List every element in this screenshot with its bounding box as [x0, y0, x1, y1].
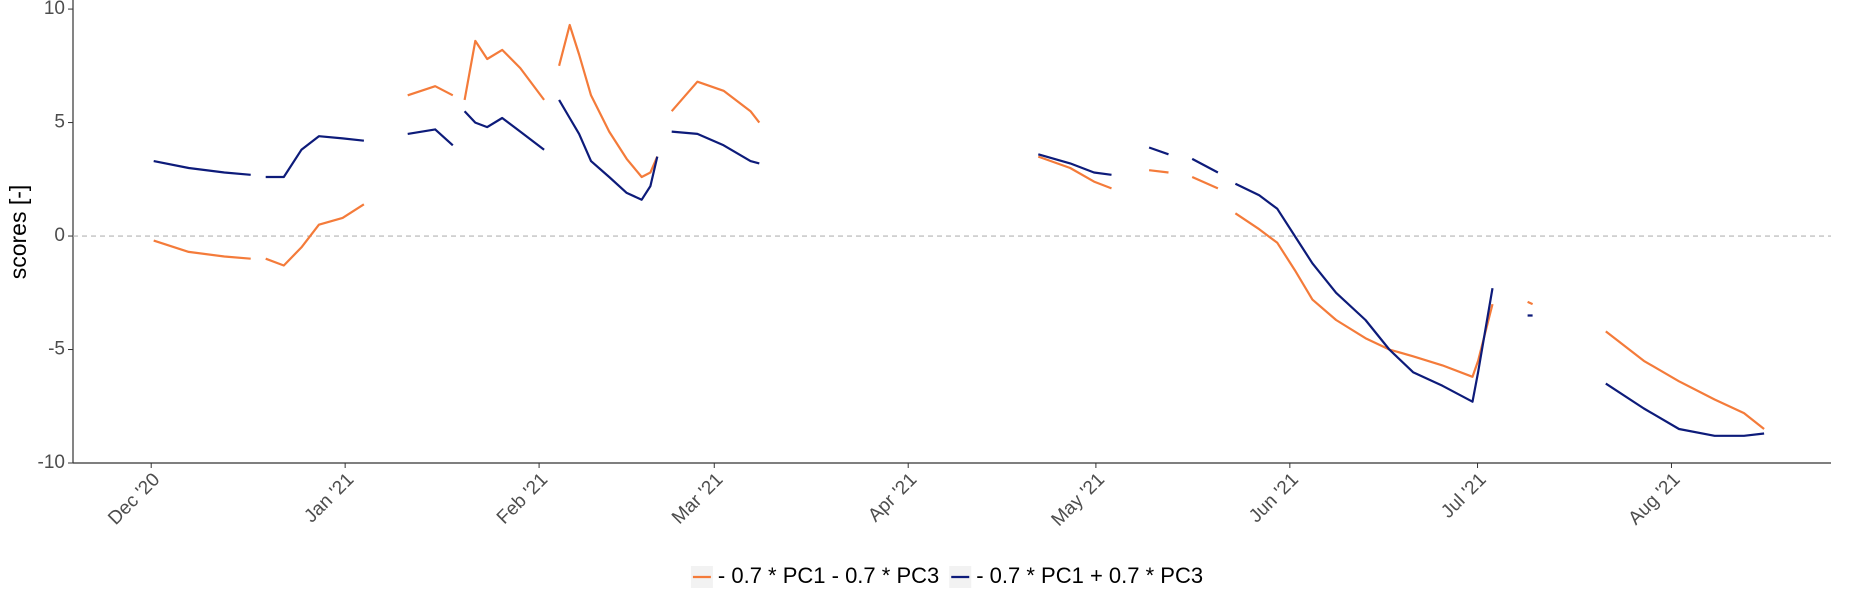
series-line — [153, 23, 1765, 430]
x-tick-label: Mar '21 — [668, 469, 727, 528]
y-tick-label: -10 — [38, 452, 65, 473]
y-tick-label: -5 — [48, 339, 65, 360]
x-tick-label: Feb '21 — [493, 469, 552, 528]
x-tick-label: Apr '21 — [864, 469, 921, 526]
x-tick-label: Aug '21 — [1625, 469, 1685, 529]
x-tick-label: Jul '21 — [1437, 469, 1490, 522]
x-tick-label: Jan '21 — [300, 469, 358, 527]
legend-label: - 0.7 * PC1 + 0.7 * PC3 — [976, 563, 1203, 588]
x-tick-label: Dec '20 — [104, 469, 164, 529]
series-line — [153, 99, 1765, 437]
y-tick-label: 0 — [54, 225, 65, 246]
legend-label: - 0.7 * PC1 - 0.7 * PC3 — [718, 563, 939, 588]
y-tick-label: 10 — [44, 0, 65, 19]
x-tick-label: Jun '21 — [1245, 469, 1303, 527]
x-tick-label: May '21 — [1048, 469, 1109, 530]
y-axis-label: scores [-] — [5, 185, 31, 280]
legend: - 0.7 * PC1 - 0.7 * PC3 - 0.7 * PC1 + 0.7… — [690, 563, 1203, 588]
y-tick-label: 5 — [54, 112, 65, 133]
